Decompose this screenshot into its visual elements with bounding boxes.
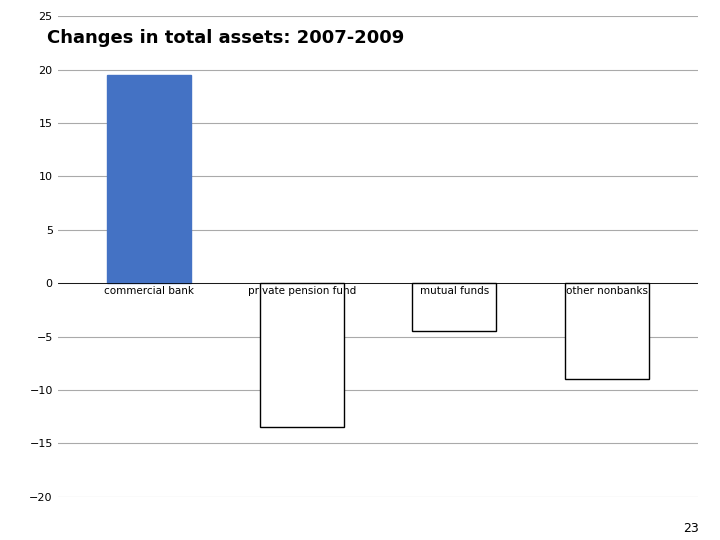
Bar: [413, 283, 496, 331]
Text: other nonbanks: other nonbanks: [566, 286, 648, 296]
Text: mutual funds: mutual funds: [420, 286, 489, 296]
Text: commercial bank: commercial bank: [104, 286, 194, 296]
Text: 23: 23: [683, 522, 698, 535]
Bar: [565, 283, 649, 379]
Text: Changes in total assets: 2007-2009: Changes in total assets: 2007-2009: [47, 29, 404, 46]
Bar: [260, 283, 343, 427]
Text: private pension fund: private pension fund: [248, 286, 356, 296]
Bar: [107, 75, 191, 283]
